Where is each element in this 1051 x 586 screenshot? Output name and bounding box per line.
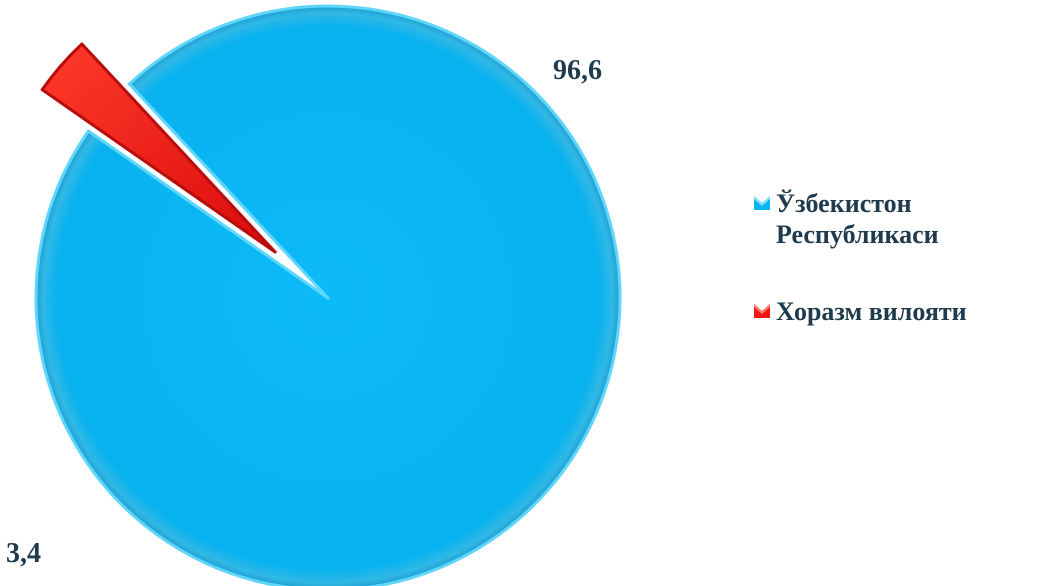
legend-label-khorezm: Хоразм вилояти xyxy=(776,297,967,326)
pie-slice-khorezm xyxy=(40,42,277,254)
data-label-uzbekistan: 96,6 xyxy=(553,55,602,86)
legend: Ўзбекистон Республикаси Хоразм вилояти xyxy=(752,188,1051,327)
pie-slice-uzbekistan xyxy=(34,4,622,586)
data-label-khorezm: 3,4 xyxy=(6,538,41,569)
legend-swatch-red-icon xyxy=(754,304,770,318)
legend-item-khorezm: Хоразм вилояти xyxy=(752,296,1051,327)
legend-label-uzbekistan-line2: Республикаси xyxy=(776,220,939,249)
legend-swatch-blue-icon xyxy=(754,196,770,210)
legend-label-uzbekistan-line1: Ўзбекистон xyxy=(776,189,912,218)
legend-item-uzbekistan: Ўзбекистон Республикаси xyxy=(752,188,1051,250)
